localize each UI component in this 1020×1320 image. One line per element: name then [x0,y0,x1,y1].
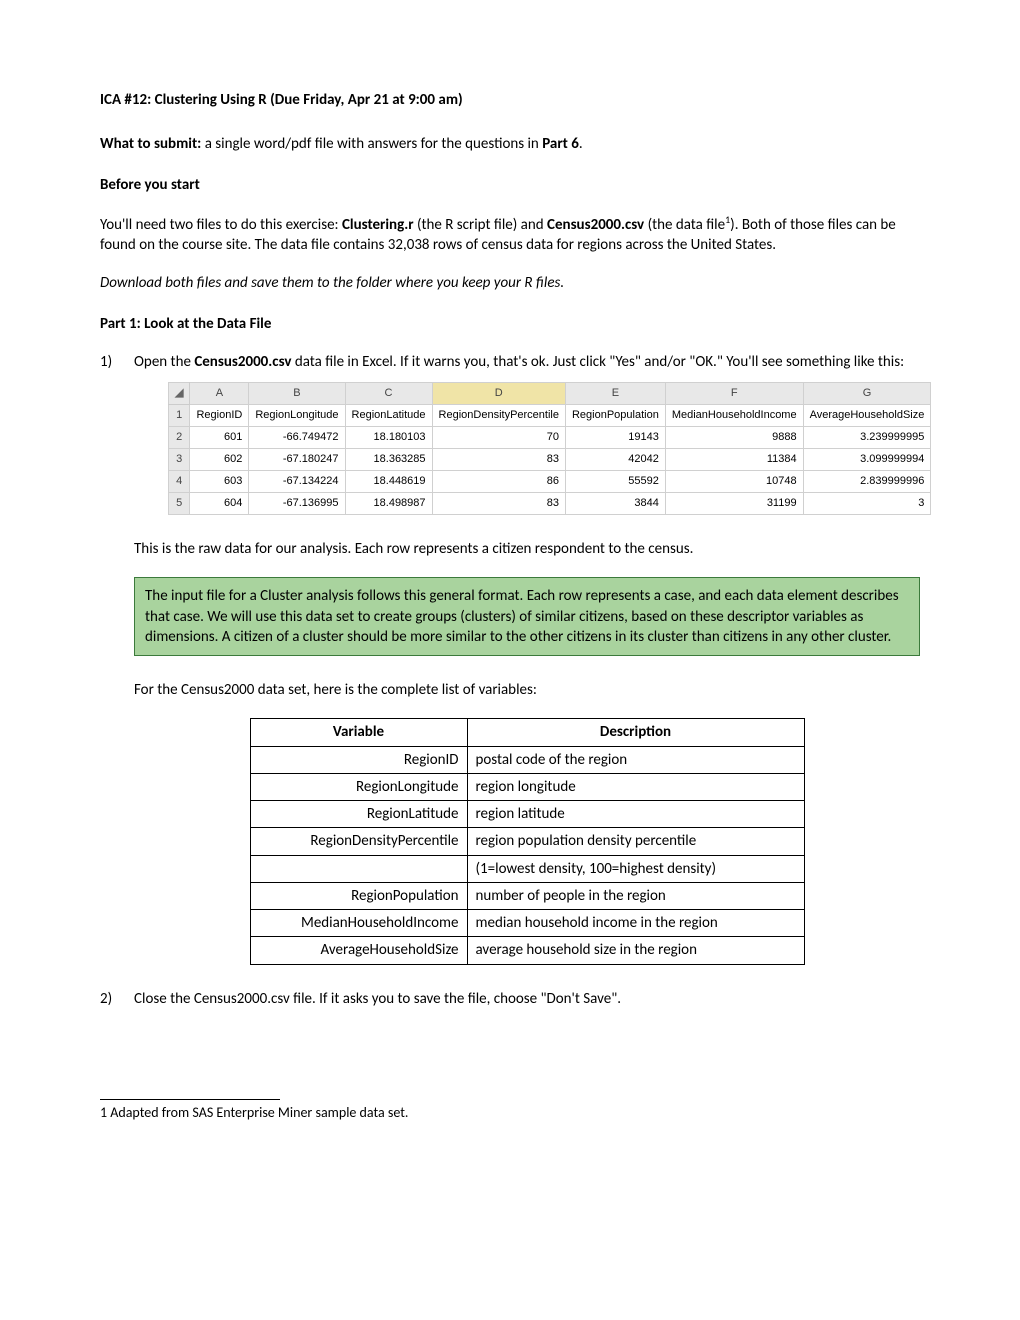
vartable-cell [250,855,467,882]
vartable-cell: MedianHouseholdIncome [250,910,467,937]
excel-cell: 11384 [665,449,803,471]
excel-col-D: D [432,383,565,405]
excel-cell: 86 [432,471,565,493]
excel-cell: -67.136995 [249,493,345,515]
excel-cell: RegionLongitude [249,405,345,427]
step2-text: Close the Census2000.csv file. If it ask… [134,990,621,1008]
excel-cell: RegionLatitude [345,405,432,427]
vartable-cell: RegionLatitude [250,801,467,828]
excel-col-E: E [565,383,665,405]
excel-screenshot: ◢ A B C D E F G 1 RegionID RegionLongitu… [168,382,931,515]
footnote-divider [100,1099,280,1100]
variable-table: Variable Description RegionIDpostal code… [250,718,805,964]
page-title: ICA #12: Clustering Using R (Due Friday,… [100,90,920,110]
excel-cell: 55592 [565,471,665,493]
excel-cell: 18.363285 [345,449,432,471]
step-number: 1) [100,352,112,372]
step-number: 2) [100,989,112,1009]
excel-cell: -67.180247 [249,449,345,471]
excel-col-F: F [665,383,803,405]
excel-cell: 604 [190,493,249,515]
excel-cell: 10748 [665,471,803,493]
excel-cell: -66.749472 [249,427,345,449]
vartable-cell: number of people in the region [467,882,804,909]
vartable-cell: median household income in the region [467,910,804,937]
excel-row-num: 3 [169,449,190,471]
vartable-cell: region latitude [467,801,804,828]
excel-corner: ◢ [169,383,190,405]
info-box: The input file for a Cluster analysis fo… [134,577,920,656]
vartable-head-description: Description [467,719,804,746]
excel-cell: RegionID [190,405,249,427]
what-to-submit-text: a single word/pdf file with answers for … [201,135,542,153]
excel-col-A: A [190,383,249,405]
footnote: 1 Adapted from SAS Enterprise Miner samp… [100,1104,920,1123]
excel-cell: 9888 [665,427,803,449]
vartable-cell: average household size in the region [467,937,804,964]
varlist-intro: For the Census2000 data set, here is the… [134,680,920,700]
vartable-cell: RegionPopulation [250,882,467,909]
excel-cell: RegionDensityPercentile [432,405,565,427]
excel-cell: 602 [190,449,249,471]
vartable-cell: RegionDensityPercentile [250,828,467,855]
before-you-start-heading: Before you start [100,175,920,195]
excel-cell: 18.498987 [345,493,432,515]
excel-col-B: B [249,383,345,405]
excel-cell: 3.099999994 [803,449,931,471]
excel-row-num: 5 [169,493,190,515]
excel-row-num: 2 [169,427,190,449]
what-to-submit: What to submit: a single word/pdf file w… [100,134,920,154]
excel-cell: 18.180103 [345,427,432,449]
excel-row-num: 1 [169,405,190,427]
excel-cell: -67.134224 [249,471,345,493]
excel-cell: 601 [190,427,249,449]
vartable-cell: RegionID [250,746,467,773]
part1-heading: Part 1: Look at the Data File [100,314,920,334]
vartable-head-variable: Variable [250,719,467,746]
excel-cell: 3.239999995 [803,427,931,449]
excel-cell: 3844 [565,493,665,515]
step-2: 2) Close the Census2000.csv file. If it … [100,989,920,1009]
step-1: 1) Open the Census2000.csv data file in … [100,352,920,965]
excel-cell: 3 [803,493,931,515]
excel-cell: 83 [432,493,565,515]
excel-col-C: C [345,383,432,405]
excel-row-num: 4 [169,471,190,493]
excel-cell: RegionPopulation [565,405,665,427]
excel-cell: 2.839999996 [803,471,931,493]
excel-cell: 83 [432,449,565,471]
excel-cell: 18.448619 [345,471,432,493]
excel-cell: 70 [432,427,565,449]
intro-paragraph: You'll need two files to do this exercis… [100,213,920,256]
download-instruction: Download both files and save them to the… [100,273,920,293]
excel-cell: 603 [190,471,249,493]
excel-cell: AverageHouseholdSize [803,405,931,427]
vartable-cell: region longitude [467,773,804,800]
raw-data-note: This is the raw data for our analysis. E… [134,539,920,559]
excel-cell: 42042 [565,449,665,471]
what-to-submit-label: What to submit: [100,135,201,153]
vartable-cell: AverageHouseholdSize [250,937,467,964]
vartable-cell: (1=lowest density, 100=highest density) [467,855,804,882]
what-to-submit-end: . [579,135,583,153]
excel-cell: 31199 [665,493,803,515]
excel-cell: 19143 [565,427,665,449]
what-to-submit-bold: Part 6 [542,135,579,153]
excel-cell: MedianHouseholdIncome [665,405,803,427]
vartable-cell: postal code of the region [467,746,804,773]
vartable-cell: region population density percentile [467,828,804,855]
excel-col-G: G [803,383,931,405]
vartable-cell: RegionLongitude [250,773,467,800]
